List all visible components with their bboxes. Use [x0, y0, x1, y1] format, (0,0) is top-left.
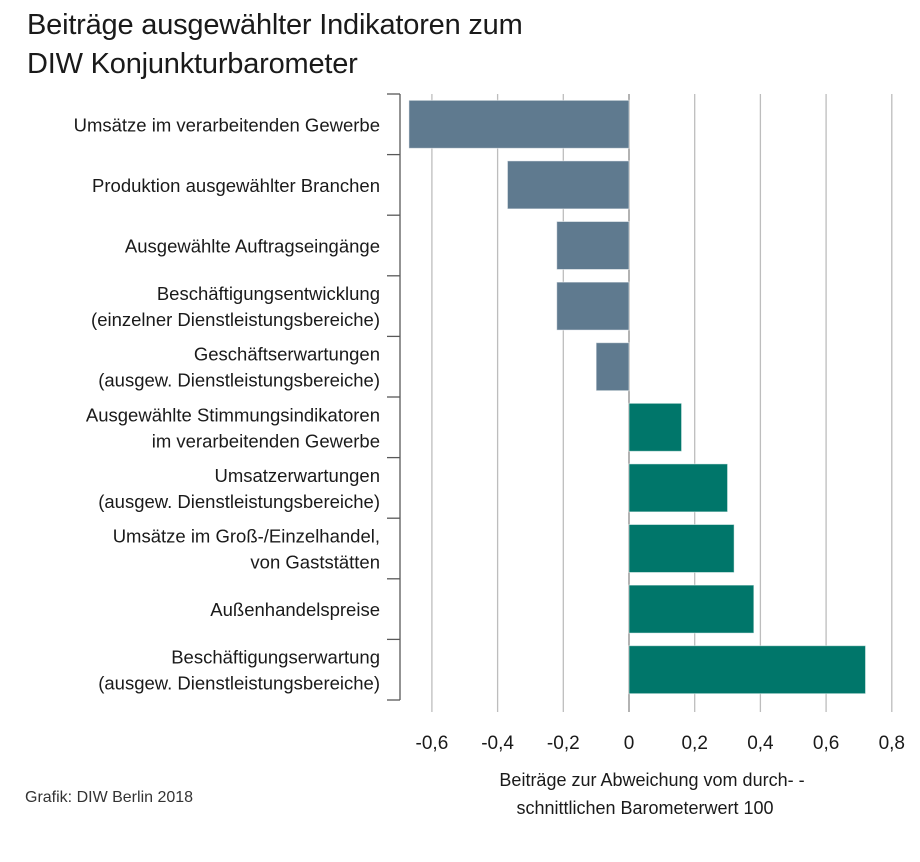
x-tick-label: -0,2	[547, 733, 580, 754]
x-axis-title-line: Beiträge zur Abweichung vom durch- -	[499, 770, 804, 790]
category-label-line: (ausgew. Dienstleistungsbereiche)	[98, 673, 380, 694]
value-axis-title: Beiträge zur Abweichung vom durch- - schn…	[499, 770, 804, 818]
x-tick-label: 0,4	[747, 733, 774, 754]
category-label: Außenhandelspreise	[210, 599, 380, 620]
x-tick-label: -0,4	[481, 733, 514, 754]
bars	[408, 99, 867, 695]
category-label: Ausgewählte Auftragseingänge	[125, 236, 380, 257]
chart-title-line-1: Beiträge ausgewählter Indikatoren zum	[27, 9, 523, 41]
bar	[595, 342, 630, 392]
bar	[408, 99, 630, 149]
bar	[628, 463, 729, 513]
category-label-line: Geschäftserwartungen	[194, 344, 380, 365]
category-label-line: (ausgew. Dienstleistungsbereiche)	[98, 370, 380, 391]
category-label-line: Beschäftigungserwartung	[171, 647, 380, 668]
bar	[628, 524, 735, 573]
chart-title-line-2: DIW Konjunkturbarometer	[27, 48, 358, 80]
category-axis: Umsätze im verarbeitenden Gewerbe Produkt…	[74, 93, 401, 701]
category-label-line: (einzelner Dienstleistungsbereiche)	[91, 309, 380, 330]
category-label: Umsätze im Groß-/Einzelhandel, von Gastst…	[113, 526, 380, 573]
x-tick-label: -0,6	[416, 733, 449, 754]
bar	[628, 645, 867, 695]
category-label: Beschäftigungserwartung (ausgew. Dienstle…	[98, 647, 380, 694]
category-label: Umsatzerwartungen (ausgew. Dienstleistung…	[98, 465, 380, 512]
category-label-line: Umsätze im verarbeitenden Gewerbe	[74, 114, 380, 135]
x-tick-label: 0,8	[879, 733, 905, 754]
category-label-line: Ausgewählte Auftragseingänge	[125, 236, 380, 257]
x-tick-label: 0,6	[813, 733, 839, 754]
x-tick-label: 0,2	[681, 733, 707, 754]
category-label-line: Umsätze im Groß-/Einzelhandel,	[113, 526, 380, 547]
category-label: Beschäftigungsentwicklung (einzelner Dien…	[91, 283, 380, 330]
source-credit: Grafik: DIW Berlin 2018	[25, 789, 194, 806]
category-label: Umsätze im verarbeitenden Gewerbe	[74, 114, 380, 135]
bar	[628, 402, 683, 452]
category-label-line: Produktion ausgewählter Branchen	[92, 175, 380, 196]
category-label-line: von Gaststätten	[250, 552, 380, 573]
bar	[556, 281, 630, 331]
x-axis-title-line: schnittlichen Barometerwert 100	[516, 798, 773, 818]
bar	[628, 584, 755, 634]
category-label: Produktion ausgewählter Branchen	[92, 175, 380, 196]
bar	[556, 221, 630, 270]
category-label-line: im verarbeitenden Gewerbe	[152, 430, 380, 451]
category-label-line: Beschäftigungsentwicklung	[157, 283, 380, 304]
category-label-line: Ausgewählte Stimmungsindikatoren	[86, 404, 380, 425]
category-label-line: Umsatzerwartungen	[214, 465, 380, 486]
category-label-line: Außenhandelspreise	[210, 599, 380, 620]
value-axis-ticks: -0,6 -0,4 -0,2 0 0,2 0,4 0,6 0,8	[416, 733, 905, 754]
chart-title: Beiträge ausgewählter Indikatoren zum DI…	[27, 6, 523, 84]
bar	[506, 160, 630, 210]
category-label-line: (ausgew. Dienstleistungsbereiche)	[98, 491, 380, 512]
x-tick-label: 0	[624, 733, 635, 754]
category-label: Ausgewählte Stimmungsindikatoren im verar…	[86, 404, 380, 451]
category-label: Geschäftserwartungen (ausgew. Dienstleist…	[98, 344, 380, 391]
